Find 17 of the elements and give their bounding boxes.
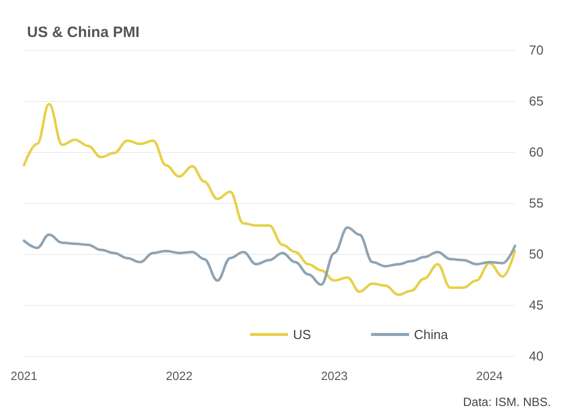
chart-title: US & China PMI — [27, 24, 140, 41]
line-series — [22, 226, 516, 286]
legend-label: US — [292, 327, 312, 342]
y-tick-label: 45 — [529, 298, 544, 312]
x-tick-label: 2022 — [166, 369, 193, 383]
text: Data: ISM. NBS. — [462, 395, 552, 409]
x-tick-label: 2023 — [320, 369, 348, 383]
y-tick-label: 50 — [529, 246, 544, 262]
y-tick-label: 70 — [529, 42, 544, 58]
y-tick-label: 40 — [529, 348, 544, 364]
legend-label: China — [414, 327, 449, 342]
y-tick-label: 55 — [529, 196, 544, 210]
y-tick-label: 60 — [529, 144, 544, 160]
x-tick-label: 2021 — [10, 369, 38, 383]
line-series — [22, 102, 516, 296]
y-tick-label: 65 — [529, 94, 544, 108]
x-tick-label: 2024 — [476, 369, 504, 383]
